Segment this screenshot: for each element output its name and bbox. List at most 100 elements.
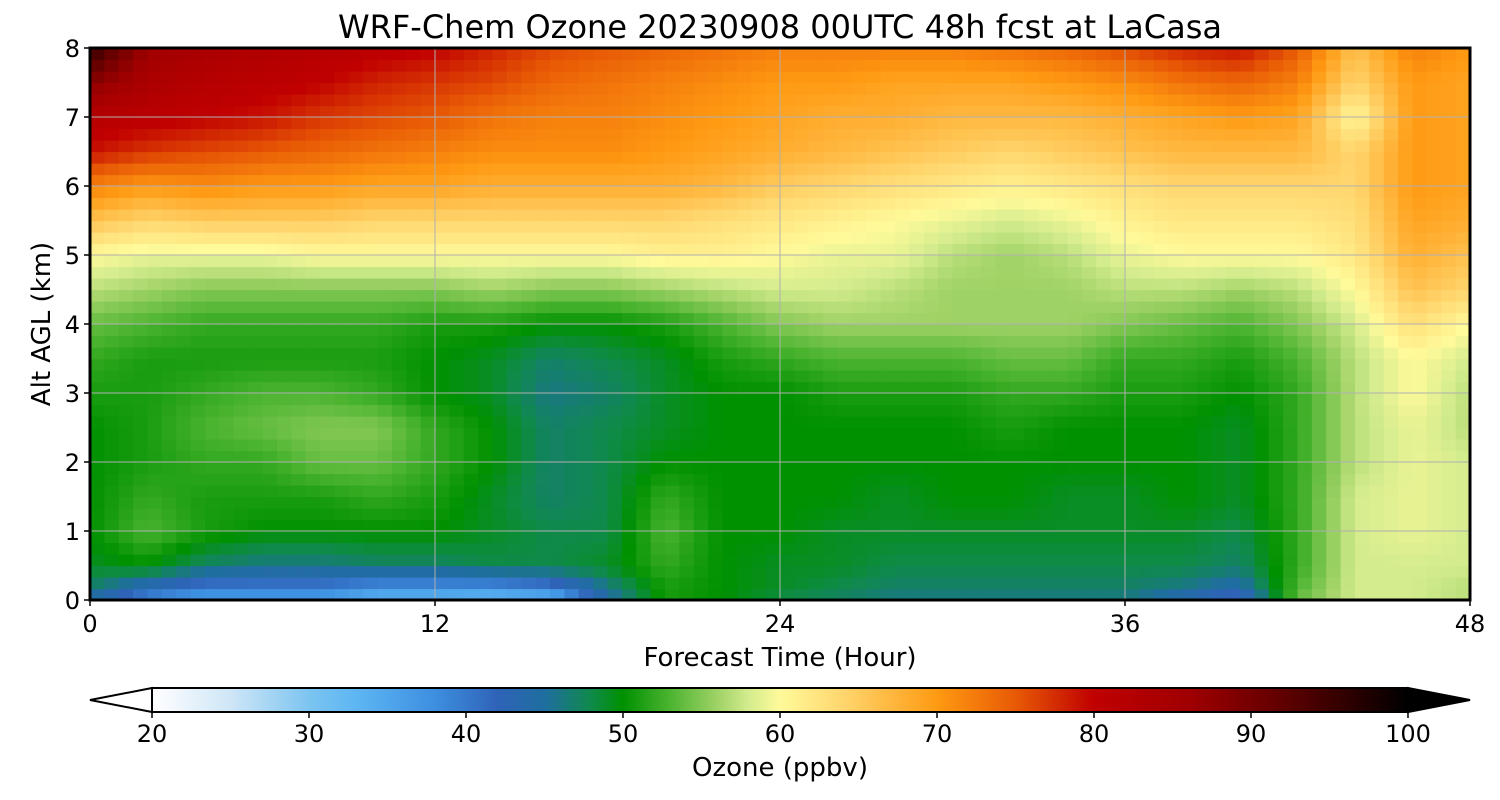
heatmap-cell	[1283, 358, 1299, 371]
heatmap-cell	[837, 186, 853, 199]
heatmap-cell	[1268, 404, 1284, 417]
heatmap-cell	[1053, 542, 1069, 555]
heatmap-cell	[1311, 554, 1327, 567]
heatmap-cell	[1096, 473, 1112, 486]
heatmap-cell	[104, 289, 120, 302]
heatmap-cell	[765, 151, 781, 164]
heatmap-cell	[564, 48, 580, 61]
heatmap-cell	[1412, 151, 1428, 164]
heatmap-cell	[1340, 496, 1356, 509]
heatmap-cell	[938, 554, 954, 567]
heatmap-cell	[205, 324, 220, 337]
heatmap-cell	[866, 324, 882, 337]
heatmap-cell	[880, 519, 896, 532]
heatmap-cell	[593, 278, 609, 291]
heatmap-cell	[1254, 232, 1270, 245]
heatmap-cell	[952, 94, 968, 107]
heatmap-cell	[420, 473, 436, 486]
heatmap-cell	[1010, 197, 1025, 210]
heatmap-cell	[650, 105, 666, 118]
heatmap-cell	[377, 289, 393, 302]
heatmap-cell	[176, 577, 192, 590]
heatmap-cell	[808, 243, 824, 256]
heatmap-cell	[1139, 151, 1155, 164]
heatmap-cell	[1412, 542, 1428, 555]
heatmap-cell	[377, 335, 393, 348]
heatmap-cell	[679, 289, 695, 302]
heatmap-cell	[205, 450, 220, 463]
heatmap-cell	[722, 71, 738, 84]
heatmap-cell	[1153, 427, 1169, 440]
colorbar-ticks: 20 30 40 50 60 70 80 90 100	[137, 712, 1431, 748]
heatmap-cell	[923, 220, 939, 233]
heatmap-cell	[377, 393, 393, 406]
heatmap-cell	[1283, 243, 1299, 256]
heatmap-cell	[578, 266, 594, 279]
heatmap-cell	[478, 519, 494, 532]
heatmap-cell	[693, 266, 709, 279]
heatmap-cell	[233, 473, 249, 486]
heatmap-cell	[334, 59, 350, 72]
heatmap-cell	[1024, 358, 1040, 371]
heatmap-cell	[593, 450, 609, 463]
heatmap-cell	[636, 209, 652, 222]
heatmap-cell	[1254, 151, 1270, 164]
heatmap-cell	[435, 209, 450, 222]
heatmap-cell	[564, 462, 580, 475]
heatmap-cell	[1383, 324, 1399, 337]
heatmap-cell	[492, 128, 508, 141]
x-axis-label: Forecast Time (Hour)	[643, 643, 916, 673]
heatmap-cell	[1355, 301, 1370, 314]
heatmap-cell	[348, 255, 364, 268]
heatmap-cell	[133, 347, 149, 360]
heatmap-cell	[679, 416, 695, 429]
heatmap-cell	[420, 393, 436, 406]
heatmap-cell	[1038, 59, 1054, 72]
heatmap-cell	[1010, 347, 1025, 360]
heatmap-cell	[866, 312, 882, 325]
heatmap-cell	[751, 554, 767, 567]
heatmap-cell	[1139, 381, 1155, 394]
heatmap-cell	[1426, 48, 1442, 61]
heatmap-cell	[880, 289, 896, 302]
heatmap-cell	[463, 416, 479, 429]
heatmap-cell	[621, 117, 637, 130]
heatmap-cell	[1125, 393, 1140, 406]
heatmap-cell	[233, 255, 249, 268]
heatmap-cell	[320, 381, 335, 394]
heatmap-cell	[276, 370, 292, 383]
heatmap-cell	[1110, 209, 1126, 222]
heatmap-cell	[334, 485, 350, 498]
heatmap-cell	[1369, 71, 1385, 84]
heatmap-cell	[1355, 140, 1370, 153]
heatmap-cell	[1455, 289, 1471, 302]
heatmap-cell	[1067, 565, 1083, 578]
heatmap-cell	[995, 128, 1011, 141]
heatmap-cell	[808, 266, 824, 279]
heatmap-cell	[1283, 209, 1299, 222]
heatmap-cell	[780, 324, 795, 337]
heatmap-cell	[938, 485, 954, 498]
heatmap-cell	[1096, 94, 1112, 107]
heatmap-cell	[1010, 82, 1025, 95]
heatmap-cell	[636, 255, 652, 268]
heatmap-cell	[708, 519, 724, 532]
heatmap-cell	[1426, 151, 1442, 164]
heatmap-cell	[1168, 565, 1184, 578]
heatmap-cell	[550, 462, 565, 475]
heatmap-cell	[276, 531, 292, 544]
heatmap-cell	[161, 531, 177, 544]
heatmap-cell	[981, 278, 997, 291]
heatmap-cell	[966, 404, 982, 417]
heatmap-cell	[880, 140, 896, 153]
heatmap-cell	[880, 82, 896, 95]
heatmap-cell	[823, 220, 839, 233]
heatmap-cell	[1081, 358, 1097, 371]
heatmap-cell	[1254, 48, 1270, 61]
heatmap-cell	[1096, 577, 1112, 590]
heatmap-cell	[305, 473, 321, 486]
heatmap-cell	[1196, 128, 1212, 141]
heatmap-cell	[679, 312, 695, 325]
heatmap-cell	[1455, 174, 1471, 187]
heatmap-cell	[866, 48, 882, 61]
